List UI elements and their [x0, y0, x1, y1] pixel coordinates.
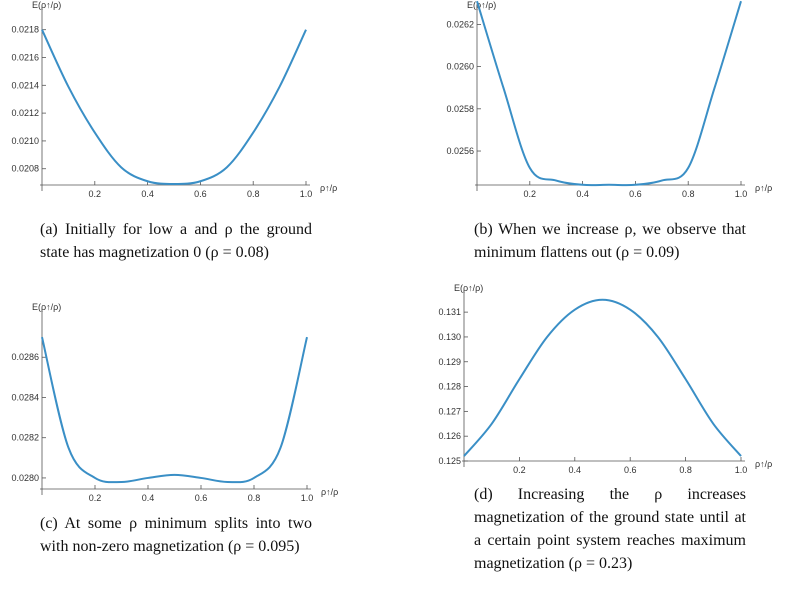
x-tick-label: 1.0: [301, 493, 314, 503]
y-tick-label: 0.125: [438, 456, 461, 466]
y-tick-label: 0.0212: [11, 108, 39, 118]
x-axis-label: ρ↑/ρ: [755, 183, 772, 193]
curve: [41, 29, 307, 186]
y-axis-label: E(ρ↑/ρ): [32, 0, 61, 10]
y-tick-label: 0.0210: [11, 136, 39, 146]
x-axis-label: ρ↑/ρ: [755, 459, 772, 469]
x-tick-label: 0.2: [524, 189, 537, 199]
y-tick-label: 0.128: [438, 382, 461, 392]
curve: [41, 336, 308, 484]
y-axis-label: E(ρ↑/ρ): [467, 0, 496, 10]
y-tick-label: 0.0256: [446, 146, 474, 156]
x-tick-label: 0.8: [247, 189, 260, 199]
x-tick-label: 0.8: [679, 465, 692, 475]
x-tick-label: 0.6: [624, 465, 637, 475]
y-tick-label: 0.0284: [11, 392, 39, 402]
y-tick-label: 0.129: [438, 357, 461, 367]
x-tick-label: 0.4: [569, 465, 582, 475]
x-tick-label: 1.0: [300, 189, 313, 199]
x-axis-label: ρ↑/ρ: [320, 183, 337, 193]
x-tick-label: 0.8: [248, 493, 261, 503]
x-tick-label: 0.2: [513, 465, 526, 475]
y-tick-label: 0.0218: [11, 25, 39, 35]
y-tick-label: 0.127: [438, 406, 461, 416]
x-tick-label: 0.6: [194, 189, 207, 199]
y-tick-label: 0.0262: [446, 19, 474, 29]
y-tick-label: 0.0216: [11, 52, 39, 62]
x-tick-label: 0.4: [576, 189, 589, 199]
caption: (a) Initially for low a and ρ the ground…: [40, 221, 312, 261]
caption: (c) At some ρ minimum splits into two wi…: [40, 515, 312, 555]
y-tick-label: 0.0280: [11, 473, 39, 483]
x-tick-label: 1.0: [735, 189, 748, 199]
y-tick-label: 0.0208: [11, 164, 39, 174]
x-tick-label: 0.6: [629, 189, 642, 199]
y-tick-label: 0.126: [438, 431, 461, 441]
x-tick-label: 0.2: [89, 189, 102, 199]
y-axis-label: E(ρ↑/ρ): [32, 302, 61, 312]
curve: [463, 298, 742, 457]
y-tick-label: 0.0214: [11, 80, 39, 90]
curve: [476, 0, 742, 187]
y-tick-label: 0.0286: [11, 352, 39, 362]
caption: (b) When we increase ρ, we observe that …: [474, 221, 746, 261]
y-tick-label: 0.131: [438, 307, 461, 317]
x-tick-label: 0.8: [682, 189, 695, 199]
y-axis-label: E(ρ↑/ρ): [454, 283, 483, 293]
x-axis-label: ρ↑/ρ: [321, 487, 338, 497]
x-tick-label: 0.4: [141, 189, 154, 199]
y-tick-label: 0.0282: [11, 433, 39, 443]
x-tick-label: 0.4: [142, 493, 155, 503]
y-tick-label: 0.130: [438, 332, 461, 342]
y-tick-label: 0.0258: [446, 104, 474, 114]
x-tick-label: 0.2: [89, 493, 102, 503]
y-tick-label: 0.0260: [446, 62, 474, 72]
x-tick-label: 1.0: [735, 465, 748, 475]
x-tick-label: 0.6: [195, 493, 208, 503]
caption: (d) Increasing the ρ increases magnetiza…: [474, 486, 746, 572]
